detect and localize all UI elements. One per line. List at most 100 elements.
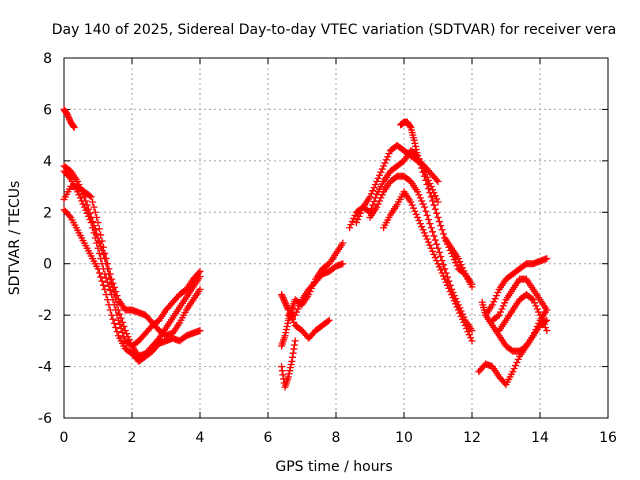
data-point (354, 215, 362, 223)
data-point (539, 317, 547, 325)
x-tick-label: 16 (599, 430, 617, 446)
data-point (423, 181, 431, 189)
x-tick-label: 2 (128, 430, 137, 446)
data-point (468, 283, 476, 291)
data-point (99, 250, 107, 258)
data-point (65, 173, 73, 181)
data-point (499, 302, 507, 310)
data-point (495, 311, 503, 319)
data-point (437, 222, 445, 230)
data-point (433, 257, 441, 265)
data-point (543, 255, 551, 263)
data-point (113, 328, 121, 336)
data-point (457, 312, 465, 320)
data-point (95, 225, 103, 233)
data-point (441, 234, 449, 242)
data-point (95, 269, 103, 277)
data-point (444, 281, 452, 289)
data-point (408, 201, 416, 209)
data-point (442, 278, 450, 286)
x-tick-label: 14 (531, 430, 549, 446)
data-point (65, 115, 73, 123)
data-point (453, 262, 461, 270)
x-tick-label: 8 (332, 430, 341, 446)
data-point (195, 269, 203, 277)
data-point (427, 244, 435, 252)
data-point (281, 298, 289, 306)
data-point (426, 241, 434, 249)
data-point (78, 197, 86, 205)
y-tick-label: -4 (38, 360, 52, 376)
data-point (416, 220, 424, 228)
data-point (116, 320, 124, 328)
data-point (290, 318, 298, 326)
data-point (423, 235, 431, 243)
data-point (435, 263, 443, 271)
data-point (419, 226, 427, 234)
data-point (449, 294, 457, 302)
series-track-f (278, 337, 299, 391)
data-point (91, 208, 99, 216)
data-point (535, 308, 543, 316)
data-point (429, 197, 437, 205)
data-point (373, 177, 381, 185)
series-track-i (284, 260, 347, 319)
data-point (423, 211, 431, 219)
data-point (288, 357, 296, 365)
data-point (412, 142, 420, 150)
data-point (294, 305, 302, 313)
data-point (281, 332, 289, 340)
data-point (456, 309, 464, 317)
x-tick-label: 4 (196, 430, 205, 446)
data-point (287, 361, 295, 369)
data-point (491, 295, 499, 303)
data-point (415, 217, 423, 225)
series-track-q (478, 298, 551, 355)
data-point (106, 286, 114, 294)
data-point (492, 292, 500, 300)
data-point (452, 259, 460, 267)
data-point (385, 150, 393, 158)
data-point (420, 172, 428, 180)
data-point (497, 308, 505, 316)
data-point (532, 302, 540, 310)
data-point (109, 296, 117, 304)
data-point (415, 191, 423, 199)
data-point (427, 193, 435, 201)
data-point (279, 294, 287, 302)
series-track-l (366, 172, 476, 335)
data-point (284, 373, 292, 381)
data-point (118, 329, 126, 337)
data-point (64, 112, 72, 120)
data-point (74, 188, 82, 196)
data-point (533, 322, 541, 330)
data-point (120, 333, 128, 341)
data-point (283, 322, 291, 330)
data-point (110, 283, 118, 291)
data-point (468, 337, 476, 345)
data-point (367, 190, 375, 198)
data-point (376, 171, 384, 179)
data-point (346, 224, 354, 232)
y-tick-label: -2 (38, 308, 52, 324)
series-track-s (488, 275, 551, 324)
data-point (541, 323, 549, 331)
chart-title: Day 140 of 2025, Sidereal Day-to-day VTE… (52, 22, 616, 38)
x-tick-label: 12 (463, 430, 481, 446)
grid (64, 58, 608, 418)
data-point (65, 212, 73, 220)
data-point (434, 198, 442, 206)
data-point (435, 218, 443, 226)
data-point (430, 232, 438, 240)
data-point (87, 193, 95, 201)
data-point (468, 327, 476, 335)
data-point (370, 184, 378, 192)
data-point (460, 318, 468, 326)
data-point (418, 164, 426, 172)
data-point (278, 291, 286, 299)
data-point (109, 315, 117, 323)
data-point (117, 325, 125, 333)
data-point (79, 200, 87, 208)
